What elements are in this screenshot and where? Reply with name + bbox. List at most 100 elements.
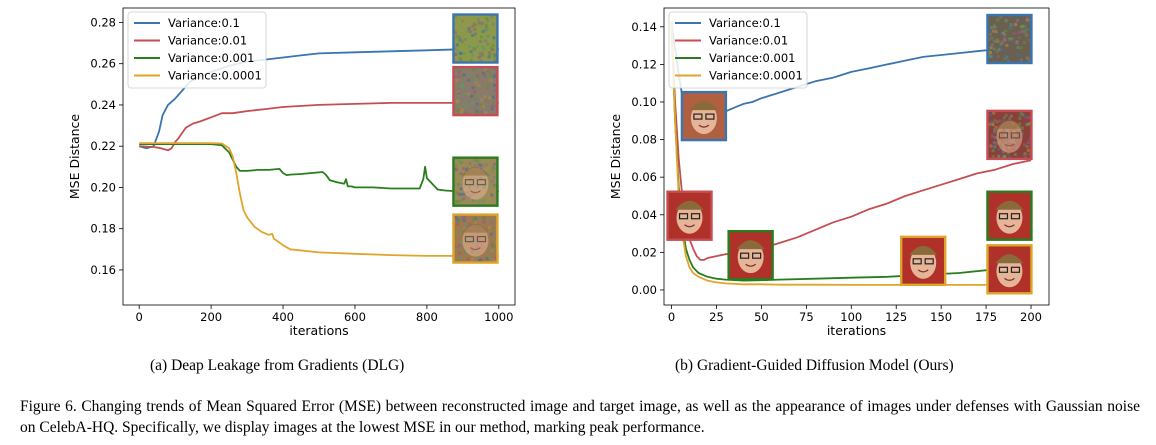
series-line-2 <box>139 143 499 193</box>
noise-speck <box>988 113 992 117</box>
noise-speck <box>485 87 489 91</box>
noise-speck <box>493 256 497 260</box>
noise-speck <box>1026 123 1030 126</box>
legend-label-0: Variance:0.1 <box>168 16 240 30</box>
noise-speck <box>460 40 464 44</box>
noise-speck <box>1028 21 1032 25</box>
mouth-shape <box>698 124 710 128</box>
x-tick-label: 0 <box>668 310 675 324</box>
glasses-right <box>1010 213 1021 220</box>
noise-speck <box>494 59 497 63</box>
noise-speck <box>987 37 991 41</box>
noise-speck <box>453 76 457 80</box>
noise-speck <box>1026 141 1030 145</box>
y-tick-label: 0.12 <box>631 57 657 71</box>
noise-speck <box>492 70 496 74</box>
noise-speck <box>453 88 457 92</box>
noise-speck <box>1004 55 1008 59</box>
noise-speck <box>481 71 485 75</box>
thumbnail-8 <box>986 190 1033 241</box>
noise-speck <box>461 217 465 221</box>
noise-speck <box>475 44 479 48</box>
noise-speck <box>1006 38 1010 42</box>
noise-speck <box>1025 16 1029 20</box>
noise-speck <box>1020 30 1024 33</box>
noise-speck <box>481 104 485 108</box>
x-tick-label: 100 <box>840 310 862 324</box>
noise-speck <box>486 19 490 23</box>
figure-caption: Figure 6. Changing trends of Mean Square… <box>20 398 1140 436</box>
noise-speck <box>1028 152 1032 156</box>
noise-speck <box>474 217 478 221</box>
noise-speck <box>477 84 481 88</box>
noise-speck <box>493 184 497 188</box>
noise-speck <box>1025 18 1029 22</box>
noise-speck <box>1003 36 1006 40</box>
thumbnail-border <box>727 229 774 281</box>
noise-speck <box>993 47 996 51</box>
noise-speck <box>474 23 478 27</box>
noise-speck <box>477 76 481 80</box>
noise-speck <box>487 83 491 87</box>
noise-speck <box>1025 145 1029 149</box>
noise-speck <box>468 222 472 226</box>
noise-speck <box>490 240 494 244</box>
noise-speck <box>467 27 471 30</box>
noise-speck <box>1009 23 1013 27</box>
thumbnail-10 <box>899 235 947 287</box>
glasses-left <box>464 179 475 186</box>
noise-speck <box>492 222 496 226</box>
noise-speck <box>457 90 461 93</box>
noise-speck <box>464 111 468 115</box>
noise-speck <box>488 251 492 255</box>
thumbnail-border <box>666 190 713 241</box>
thumbnail-9 <box>727 229 774 281</box>
noise-speck <box>490 179 494 183</box>
noise-speck <box>469 50 473 54</box>
noise-speck <box>492 189 495 193</box>
y-tick-label: 0.04 <box>631 208 657 222</box>
noise-speck <box>478 217 482 221</box>
hair-shape <box>461 166 490 176</box>
thumbnail-5 <box>986 13 1033 65</box>
thumbnail-2 <box>452 156 499 207</box>
noise-speck <box>991 29 995 33</box>
noise-speck <box>453 167 457 171</box>
noise-speck <box>486 75 490 79</box>
noise-speck <box>454 231 457 235</box>
noise-speck <box>481 30 485 33</box>
noise-speck <box>475 104 479 108</box>
noise-speck <box>487 195 491 199</box>
noise-speck <box>1021 131 1025 135</box>
noise-speck <box>990 26 993 30</box>
noise-speck <box>473 106 477 110</box>
x-tick-label: 200 <box>200 310 222 324</box>
mouth-shape <box>1004 143 1015 147</box>
noise-speck <box>460 83 464 86</box>
noise-speck <box>483 67 487 71</box>
noise-speck <box>454 58 458 62</box>
noise-speck <box>455 168 459 172</box>
noise-speck <box>486 42 490 46</box>
noise-speck <box>993 119 997 123</box>
noise-speck <box>473 97 477 101</box>
noise-speck <box>466 99 470 103</box>
noise-speck <box>991 149 995 153</box>
noise-speck <box>462 167 466 171</box>
x-axis-label: iterations <box>827 323 886 338</box>
noise-speck <box>1013 40 1017 44</box>
noise-speck <box>1019 25 1023 29</box>
noise-speck <box>461 108 464 112</box>
noise-speck <box>1002 116 1006 120</box>
noise-speck <box>485 257 489 261</box>
noise-speck <box>459 192 463 196</box>
noise-speck <box>471 24 475 28</box>
glasses-left <box>912 258 922 265</box>
noise-speck <box>992 24 996 28</box>
noise-speck <box>473 108 477 112</box>
noise-speck <box>474 221 477 224</box>
noise-speck <box>490 193 494 197</box>
noise-speck <box>486 193 490 197</box>
noise-speck <box>995 120 999 124</box>
noise-speck <box>466 29 470 33</box>
